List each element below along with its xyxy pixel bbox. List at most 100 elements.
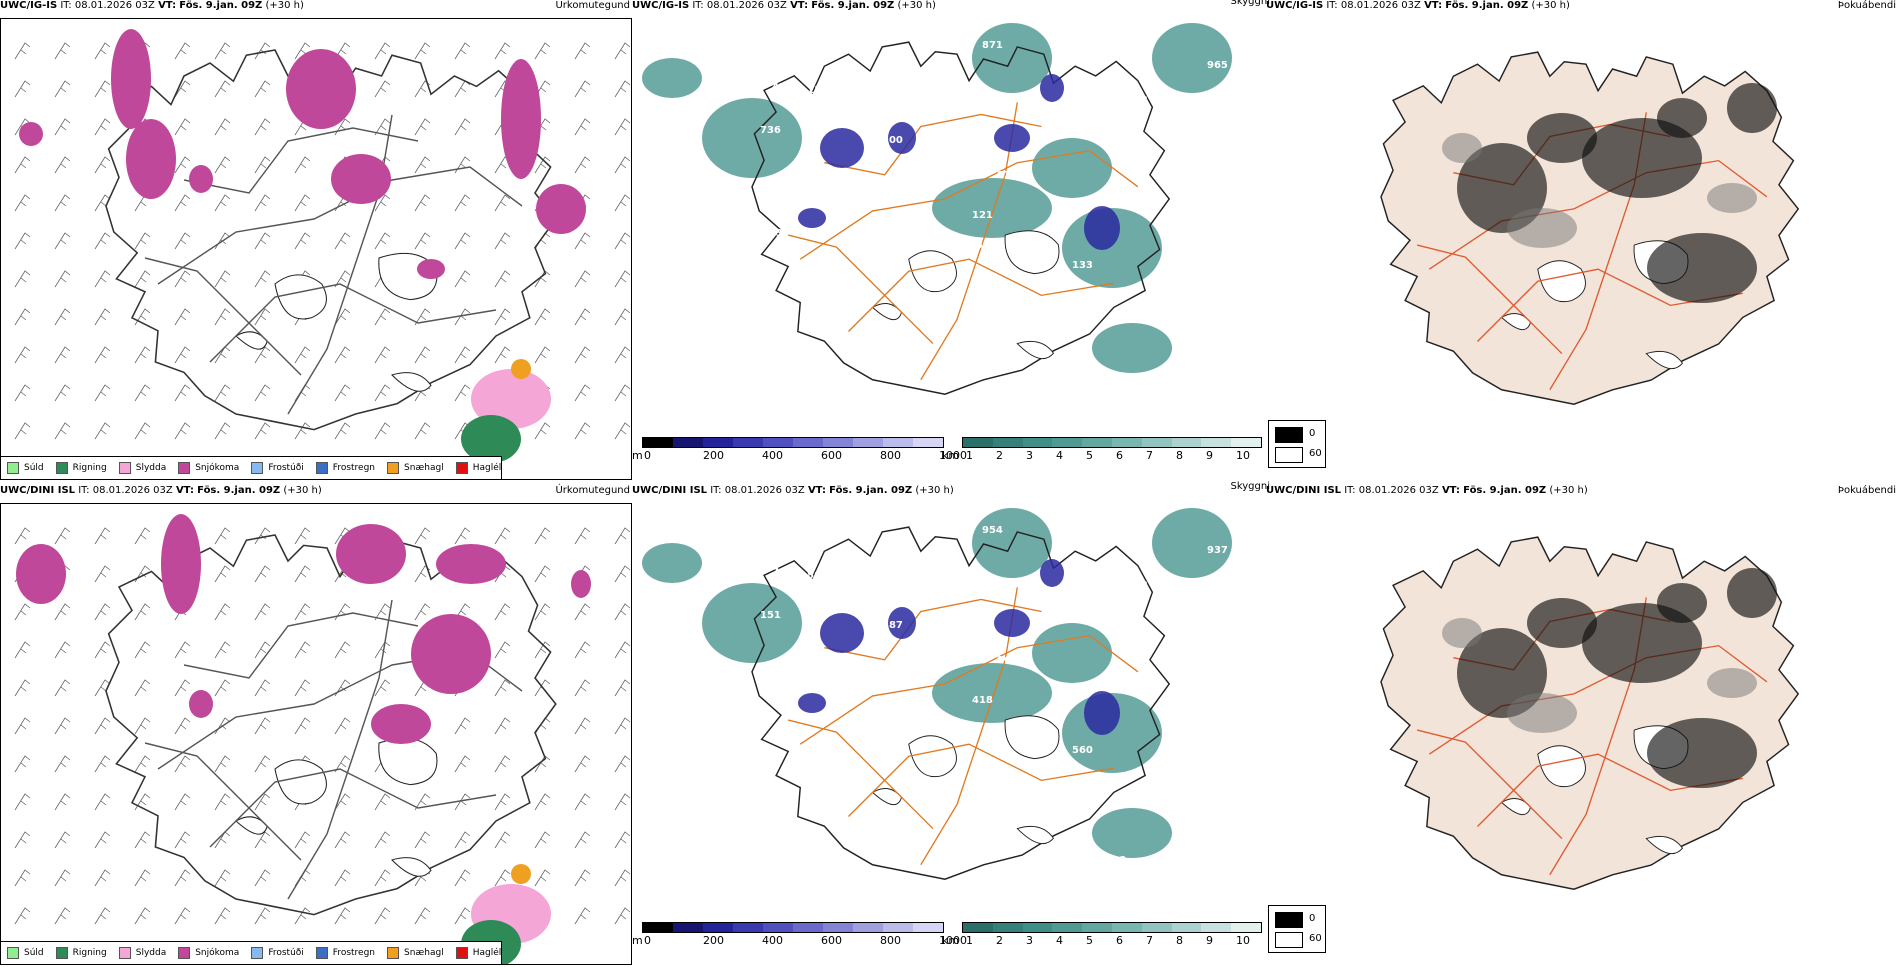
panel-header: UWC/DINI ISL IT: 08.01.2026 03Z VT: Fös.…: [1266, 485, 1588, 496]
legend-label: Snæhagl: [404, 463, 444, 473]
cloudbase-tick: 400: [762, 934, 783, 947]
cloudbase-value: 100: [882, 135, 903, 146]
cloudbase-value: 387: [882, 620, 903, 631]
legend-label: Snjókoma: [195, 463, 240, 473]
cloudbase-tick: 0: [644, 934, 651, 947]
cloudbase-value: 560: [1072, 745, 1093, 756]
legend-item: Rigning: [55, 462, 107, 474]
visibility-tick: 5: [1086, 449, 1093, 462]
cloud-colorbar: 0 60: [1268, 905, 1326, 953]
fog-map[interactable]: [1262, 503, 1900, 933]
cloudbase-value: 406: [742, 715, 763, 726]
legend-item: Frostregn: [315, 947, 375, 959]
panel-type-label: Skyggni: [1230, 481, 1270, 492]
fog-map-canvas: [1380, 536, 1800, 890]
cloudbase-value: 82: [997, 170, 1011, 181]
cloudbase-value: 133: [1072, 260, 1093, 271]
legend-item: Slydda: [118, 947, 166, 959]
cloudbase-value: 246: [1142, 295, 1163, 306]
cloudbase-value: 80: [839, 600, 853, 611]
cloudbase-tick: 600: [821, 934, 842, 947]
visibility-colorbar: km 1 2 3 4 5 6 7 8 9 10: [942, 922, 1262, 948]
cloudbase-tick: 1000: [939, 934, 967, 947]
cloud-swatch-light: [1275, 932, 1303, 948]
cloudbase-value: 459: [798, 190, 819, 201]
precip-map[interactable]: Súld Rigning Slydda Snjókoma Frostúði Frostre…: [0, 503, 632, 965]
legend-item: Rigning: [55, 947, 107, 959]
legend-label: Frostregn: [332, 463, 376, 473]
cloudbase-value: 322: [1207, 310, 1228, 321]
cloudbase-value: 387: [1172, 280, 1193, 291]
cloud-colorbar: 0 60: [1268, 420, 1326, 468]
cloudbase-tick: 800: [880, 934, 901, 947]
visibility-tick: 9: [1206, 449, 1213, 462]
legend-label: Slydda: [135, 463, 167, 473]
precip-map-canvas: [14, 514, 631, 964]
legend-item: Haglél: [455, 947, 501, 959]
visibility-tick: 5: [1086, 934, 1093, 947]
cloudbase-value: 418: [972, 695, 993, 706]
visibility-tick: 3: [1026, 934, 1033, 947]
legend-swatch: [455, 462, 468, 474]
visibility-map[interactable]: 954 937 892 742 868 151 80 387 113 96 209 76 418 406 9…: [632, 503, 1272, 923]
visibility-tick: 7: [1146, 449, 1153, 462]
legend-swatch: [455, 947, 468, 959]
fog-map-canvas: [1380, 51, 1800, 405]
panel-header: UWC/DINI ISL IT: 08.01.2026 03Z VT: Fös.…: [0, 485, 322, 496]
cloudbase-value: 868: [807, 570, 828, 581]
cloudbase-value: 111: [1052, 765, 1073, 776]
cloudbase-value: 459: [772, 82, 793, 93]
panel-header: UWC/IG-IS IT: 08.01.2026 03Z VT: Fös. 9.…: [1266, 0, 1570, 11]
cloudbase-value: 165: [1207, 795, 1228, 806]
visibility-tick: 2: [996, 934, 1003, 947]
cloudbase-tick: 800: [880, 449, 901, 462]
cloud-swatch-dark: [1275, 427, 1303, 443]
cloudbase-value: 634: [742, 230, 763, 241]
panel-type-label: Úrkomutegund: [555, 0, 630, 11]
cloudbase-tick: 1000: [939, 449, 967, 462]
cloud-swatch-dark: [1275, 912, 1303, 928]
legend-swatch: [251, 462, 264, 474]
visibility-unit: km: [942, 449, 960, 462]
legend-label: Rigning: [72, 463, 107, 473]
visibility-map[interactable]: 871 965 893 459 118 736 271 100 78 82 179 459 121 634…: [632, 18, 1272, 438]
legend-swatch: [178, 462, 191, 474]
visibility-tick: 8: [1176, 449, 1183, 462]
precip-legend: Súld Rigning Slydda Snjókoma Frostúði Frostre…: [1, 941, 503, 964]
cloudbase-value: 271: [839, 115, 860, 126]
cloudbase-value: 871: [982, 40, 1003, 51]
fog-panel: UWC/DINI ISL IT: 08.01.2026 03Z VT: Fös.…: [1262, 485, 1900, 935]
visibility-unit: km: [942, 934, 960, 947]
panel-header: UWC/IG-IS IT: 08.01.2026 03Z VT: Fös. 9.…: [632, 0, 936, 11]
cloudbase-value: 142: [1037, 250, 1058, 261]
legend-swatch: [251, 947, 264, 959]
cloudbase-tick: 200: [703, 449, 724, 462]
visibility-tick: 10: [1236, 449, 1250, 462]
cloudbase-value: 113: [932, 623, 953, 634]
panel-type-label: Þokuábendi: [1837, 485, 1896, 496]
fog-map[interactable]: [1262, 18, 1900, 448]
visibility-panel: UWC/IG-IS IT: 08.01.2026 03Z VT: Fös. 9.…: [632, 0, 1326, 468]
cloudbase-value: 209: [782, 675, 803, 686]
legend-swatch: [178, 947, 191, 959]
cloud-swatch-light: [1275, 447, 1303, 463]
legend-item: Súld: [7, 462, 44, 474]
visibility-colorbar: km 1 2 3 4 5 6 7 8 9 10: [942, 437, 1262, 463]
cloudbase-value: 103: [762, 228, 783, 239]
cloudbase-tick: 600: [821, 449, 842, 462]
legend-item: Snjókoma: [178, 462, 239, 474]
cloudbase-value: 108: [962, 240, 983, 251]
precip-map[interactable]: Súld Rigning Slydda Snjókoma Frostúði Frostre…: [0, 18, 632, 480]
cloudbase-value: 144: [1172, 765, 1193, 776]
precip-panel: UWC/DINI ISL IT: 08.01.2026 03Z VT: Fös.…: [0, 485, 632, 967]
visibility-panel: UWC/DINI ISL IT: 08.01.2026 03Z VT: Fös.…: [632, 481, 1326, 953]
legend-item: Snæhagl: [387, 947, 444, 959]
cloudbase-value: 76: [798, 675, 812, 686]
visibility-tick: 7: [1146, 934, 1153, 947]
cloudbase-value: 96: [762, 713, 776, 724]
legend-item: Snæhagl: [387, 462, 444, 474]
cloudbase-value: 771: [1227, 835, 1248, 846]
precip-legend: Súld Rigning Slydda Snjókoma Frostúði Frostre…: [1, 456, 503, 479]
